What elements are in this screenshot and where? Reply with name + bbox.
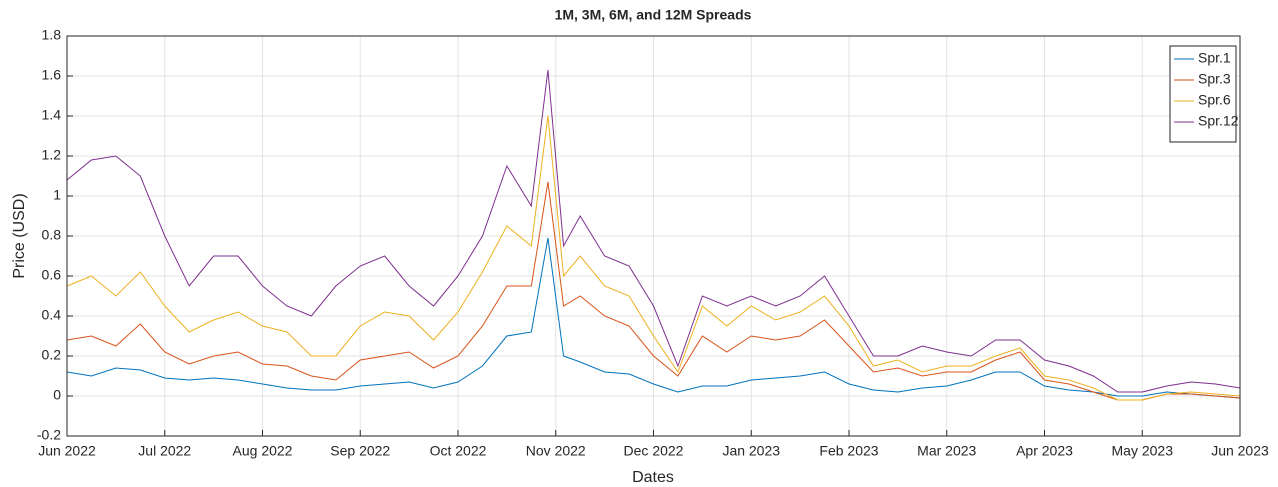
x-tick-label: Aug 2022	[233, 443, 293, 459]
y-tick-label: 1.6	[42, 67, 62, 83]
y-tick-label: 0	[53, 387, 61, 403]
y-tick-label: 0.2	[42, 347, 62, 363]
series-line	[66, 237, 1241, 399]
x-tick-label: Jan 2023	[722, 443, 780, 459]
legend-label: Spr.1	[1198, 50, 1231, 66]
x-tick-label: Nov 2022	[526, 443, 586, 459]
legend-label: Spr.12	[1198, 113, 1239, 129]
x-tick-label: Sep 2022	[330, 443, 390, 459]
y-tick-label: 0.6	[42, 267, 62, 283]
series-line	[66, 181, 1241, 401]
series-line	[66, 69, 1241, 393]
grid	[66, 35, 1241, 437]
series-line	[66, 115, 1241, 401]
y-tick-label: 0.4	[42, 307, 62, 323]
y-tick-label: -0.2	[37, 427, 61, 443]
y-tick-label: 1	[53, 187, 61, 203]
x-tick-label: Jul 2022	[138, 443, 191, 459]
x-tick-label: Apr 2023	[1016, 443, 1073, 459]
x-tick-label: Jun 2022	[38, 443, 96, 459]
y-tick-label: 1.8	[42, 27, 62, 43]
y-tick-label: 1.2	[42, 147, 62, 163]
x-tick-label: May 2023	[1112, 443, 1174, 459]
x-tick-label: Dec 2022	[624, 443, 684, 459]
legend-label: Spr.6	[1198, 92, 1231, 108]
plot-frame	[66, 35, 1241, 437]
x-axis-label: Dates	[632, 469, 674, 486]
x-tick-label: Jun 2023	[1211, 443, 1269, 459]
legend-box	[1169, 45, 1237, 143]
x-tick-label: Feb 2023	[819, 443, 878, 459]
y-tick-label: 0.8	[42, 227, 62, 243]
chart-title: 1M, 3M, 6M, and 12M Spreads	[555, 7, 752, 23]
legend-label: Spr.3	[1198, 71, 1231, 87]
x-tick-label: Mar 2023	[917, 443, 976, 459]
y-axis-label: Price (USD)	[11, 193, 28, 278]
x-tick-label: Oct 2022	[430, 443, 487, 459]
y-tick-label: 1.4	[42, 107, 62, 123]
